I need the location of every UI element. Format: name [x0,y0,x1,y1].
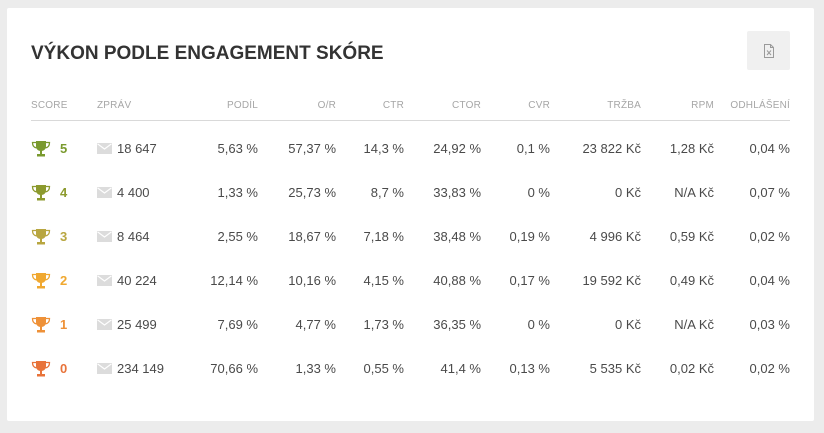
col-header-rpm: RPM [691,100,714,111]
table-row: 2 40 224 12,14 % 10,16 % 4,15 % 40,88 % 0,17 %… [31,269,790,313]
unsubscribe-cell: 0,02 % [749,229,790,244]
col-header-unsubscribe: ODHLÁŠENÍ [730,100,790,111]
share-cell: 70,66 % [210,361,258,376]
envelope-icon [97,143,112,154]
cvr-cell: 0,19 % [509,229,550,244]
messages-cell: 40 224 [117,273,157,288]
score-value: 4 [60,185,68,200]
envelope-icon [97,319,112,330]
revenue-cell: 0 Kč [614,317,641,332]
share-cell: 2,55 % [217,229,258,244]
messages-cell: 18 647 [117,141,157,156]
col-header-share: PODÍL [226,100,258,111]
unsubscribe-cell: 0,04 % [749,273,790,288]
messages-cell: 25 499 [117,317,157,332]
ctor-cell: 33,83 % [433,185,481,200]
rpm-cell: 0,02 Kč [669,361,714,376]
cvr-cell: 0,13 % [509,361,550,376]
trophy-icon [31,185,51,201]
col-header-cvr: CVR [528,100,550,111]
open-rate-cell: 1,33 % [295,361,336,376]
ctr-cell: 14,3 % [363,141,404,156]
trophy-icon [31,273,51,289]
trophy-icon [31,361,51,377]
table-row: 5 18 647 5,63 % 57,37 % 14,3 % 24,92 % 0,1 % 23… [31,137,790,181]
trophy-icon [31,317,51,333]
cvr-cell: 0,1 % [516,141,550,156]
ctr-cell: 0,55 % [363,361,404,376]
ctr-cell: 7,18 % [363,229,404,244]
share-cell: 7,69 % [217,317,258,332]
unsubscribe-cell: 0,03 % [749,317,790,332]
share-cell: 1,33 % [217,185,258,200]
table-row: 4 4 400 1,33 % 25,73 % 8,7 % 33,83 % 0 % 0 Kč N/… [31,181,790,225]
ctor-cell: 40,88 % [433,273,481,288]
messages-cell: 4 400 [117,185,150,200]
col-header-ctor: CTOR [452,100,481,111]
card-title: VÝKON PODLE ENGAGEMENT SKÓRE [31,43,384,64]
col-header-or: O/R [317,100,336,111]
table-row: 3 8 464 2,55 % 18,67 % 7,18 % 38,48 % 0,19 % 4 … [31,225,790,269]
rpm-cell: 0,49 Kč [669,273,714,288]
unsubscribe-cell: 0,07 % [749,185,790,200]
table-row: 0 234 149 70,66 % 1,33 % 0,55 % 41,4 % 0,13 % 5… [31,357,790,401]
ctor-cell: 41,4 % [440,361,481,376]
rpm-cell: N/A Kč [674,317,714,332]
col-header-revenue: TRŽBA [607,100,641,111]
unsubscribe-cell: 0,04 % [749,141,790,156]
messages-cell: 234 149 [117,361,164,376]
envelope-icon [97,363,112,374]
table-row: 1 25 499 7,69 % 4,77 % 1,73 % 36,35 % 0 % 0 Kč N… [31,313,790,357]
rpm-cell: 1,28 Kč [669,141,714,156]
ctr-cell: 4,15 % [363,273,404,288]
open-rate-cell: 4,77 % [295,317,336,332]
score-value: 1 [60,317,68,332]
envelope-icon [97,187,112,198]
revenue-cell: 0 Kč [614,185,641,200]
export-excel-button[interactable] [747,31,790,70]
rpm-cell: 0,59 Kč [669,229,714,244]
score-value: 3 [60,229,68,244]
ctor-cell: 38,48 % [433,229,481,244]
col-header-ctr: CTR [382,100,404,111]
col-header-score: SCORE [31,100,68,111]
open-rate-cell: 25,73 % [288,185,336,200]
revenue-cell: 4 996 Kč [589,229,641,244]
share-cell: 12,14 % [210,273,258,288]
open-rate-cell: 10,16 % [288,273,336,288]
share-cell: 5,63 % [217,141,258,156]
engagement-table: SCORE ZPRÁV PODÍL O/R CTR CTOR CVR TRŽBA… [31,96,790,401]
ctr-cell: 1,73 % [363,317,404,332]
trophy-icon [31,229,51,245]
open-rate-cell: 18,67 % [288,229,336,244]
table-body: 5 18 647 5,63 % 57,37 % 14,3 % 24,92 % 0,1 % 23… [31,121,790,401]
ctor-cell: 24,92 % [433,141,481,156]
score-value: 0 [60,361,68,376]
score-value: 2 [60,273,68,288]
cvr-cell: 0 % [527,317,550,332]
score-value: 5 [60,141,68,156]
unsubscribe-cell: 0,02 % [749,361,790,376]
envelope-icon [97,275,112,286]
ctr-cell: 8,7 % [370,185,404,200]
envelope-icon [97,231,112,242]
open-rate-cell: 57,37 % [288,141,336,156]
excel-file-icon [763,43,774,58]
cvr-cell: 0,17 % [509,273,550,288]
revenue-cell: 23 822 Kč [582,141,641,156]
table-header: SCORE ZPRÁV PODÍL O/R CTR CTOR CVR TRŽBA… [31,96,790,121]
col-header-messages: ZPRÁV [97,100,132,111]
engagement-score-card: VÝKON PODLE ENGAGEMENT SKÓRE SCORE ZPRÁV… [7,8,814,421]
revenue-cell: 19 592 Kč [582,273,641,288]
trophy-icon [31,141,51,157]
ctor-cell: 36,35 % [433,317,481,332]
cvr-cell: 0 % [527,185,550,200]
revenue-cell: 5 535 Kč [589,361,641,376]
rpm-cell: N/A Kč [674,185,714,200]
messages-cell: 8 464 [117,229,150,244]
